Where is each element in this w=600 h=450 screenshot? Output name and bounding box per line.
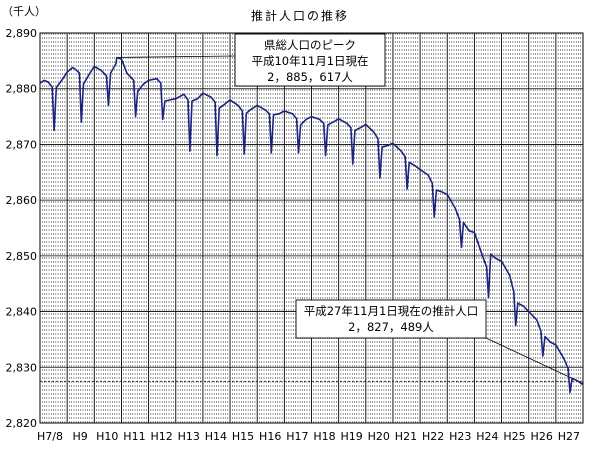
- annotation-box: [295, 299, 487, 339]
- x-tick-label: H11: [123, 430, 145, 443]
- x-tick-label: H13: [178, 430, 200, 443]
- x-tick-label: H7/8: [37, 430, 63, 443]
- x-tick-label: H9: [73, 430, 88, 443]
- x-tick-label: H21: [395, 430, 417, 443]
- x-tick-label: H10: [96, 430, 118, 443]
- y-tick-label: 2,890: [6, 27, 38, 40]
- x-tick-label: H27: [558, 430, 580, 443]
- y-tick-label: 2,850: [6, 250, 38, 263]
- annotation-text: 平成10年11月1日現在: [251, 54, 368, 68]
- annotation-text: 2，885，617人: [267, 70, 353, 84]
- x-tick-label: H19: [341, 430, 363, 443]
- y-tick-label: 2,870: [6, 138, 38, 151]
- annotation-box: [234, 33, 386, 87]
- chart-title: 推計人口の推移: [251, 8, 349, 23]
- annotation-text: 県総人口のピーク: [264, 38, 356, 52]
- grid-lines: [40, 32, 583, 424]
- y-tick-label: 2,860: [6, 194, 38, 207]
- annotation-text: 2，827，489人: [348, 320, 434, 334]
- x-tick-label: H25: [503, 430, 525, 443]
- x-tick-label: H24: [476, 430, 498, 443]
- x-tick-label: H16: [259, 430, 281, 443]
- annotation-text: 平成27年11月1日現在の推計人口: [304, 304, 479, 318]
- y-tick-label: 2,840: [6, 306, 38, 319]
- y-tick-label: 2,820: [6, 417, 38, 430]
- annotation-leader: [485, 337, 579, 382]
- plot-frame: [39, 32, 584, 424]
- x-tick-label: H20: [368, 430, 390, 443]
- x-tick-label: H22: [422, 430, 444, 443]
- x-tick-label: H26: [531, 430, 553, 443]
- series-group: [39, 56, 584, 394]
- annotation-leader: [116, 55, 236, 58]
- x-tick-label: H23: [449, 430, 471, 443]
- x-tick-label: H12: [150, 430, 172, 443]
- annotation-leaders: [116, 55, 579, 382]
- y-tick-label: 2,830: [6, 361, 38, 374]
- x-tick-label: H15: [232, 430, 254, 443]
- x-tick-labels: H7/8 H9 H10 H11 H12 H13 H14 H15 H16 H17 H18 H19 H20 H…: [37, 430, 580, 443]
- x-tick-label: H17: [286, 430, 308, 443]
- y-tick-label: 2,880: [6, 83, 38, 96]
- y-axis-unit-label: （千人）: [2, 5, 46, 18]
- axes: [39, 32, 584, 424]
- y-tick-labels: 2,820 2,830 2,840 2,850 2,860 2,870 2,880 2,890: [6, 27, 38, 430]
- x-tick-label: H14: [205, 430, 227, 443]
- series-line-0: [39, 56, 584, 394]
- x-tick-label: H18: [313, 430, 335, 443]
